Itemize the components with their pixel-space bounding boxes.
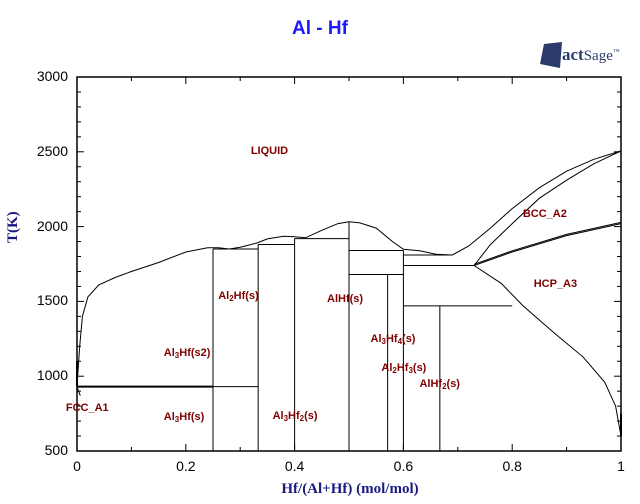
x-tick-label: 0.4 — [284, 458, 305, 474]
phase-label: AlHf2(s) — [419, 378, 460, 392]
x-tick-label: 0 — [73, 458, 81, 474]
factsage-logo: actSage™ — [538, 40, 628, 74]
y-tick-label: 1500 — [36, 292, 68, 309]
y-tick-label: 2000 — [36, 217, 68, 234]
bcc-hcp-boundary — [473, 223, 622, 266]
phase-label: AlHf(s) — [327, 292, 364, 305]
x-tick-label: 1 — [617, 458, 625, 474]
bcc-solidus-curve — [473, 150, 622, 266]
hcp-solvus-curve — [473, 265, 622, 437]
y-axis-label: T(K) — [5, 211, 21, 243]
y-tick-label: 3000 — [36, 68, 68, 84]
factsage-logo-icon — [540, 42, 562, 68]
phase-label: Al2Hf(s) — [218, 289, 259, 303]
phase-label: HCP_A3 — [533, 277, 578, 290]
bcc-hcp-boundary-2 — [473, 221, 622, 265]
fcc-solvus — [76, 386, 81, 396]
phase-label: BCC_A2 — [522, 207, 567, 220]
phase-label: Al3Hf2(s) — [272, 409, 318, 423]
x-tick-label: 0.2 — [176, 458, 196, 474]
phase-label: Al3Hf(s2) — [163, 346, 211, 360]
logo-text: actSage™ — [562, 45, 620, 64]
phase-label: Al3Hf(s) — [163, 411, 205, 425]
chart-title: Al - Hf — [292, 18, 348, 39]
liquidus-curve — [76, 150, 622, 387]
y-tick-label: 500 — [44, 442, 68, 458]
x-tick-label: 0.6 — [393, 458, 414, 474]
phase-label: Al2Hf3(s) — [381, 361, 427, 375]
x-axis-label: Hf/(Al+Hf) (mol/mol) — [281, 481, 419, 497]
phase-label: LIQUID — [250, 144, 289, 157]
phase-label: Al3Hf4(s) — [370, 333, 416, 347]
y-tick-label: 2500 — [36, 142, 68, 159]
phase-label: FCC_A1 — [65, 402, 109, 415]
y-tick-label: 1000 — [36, 367, 68, 384]
x-tick-label: 0.8 — [502, 458, 522, 474]
